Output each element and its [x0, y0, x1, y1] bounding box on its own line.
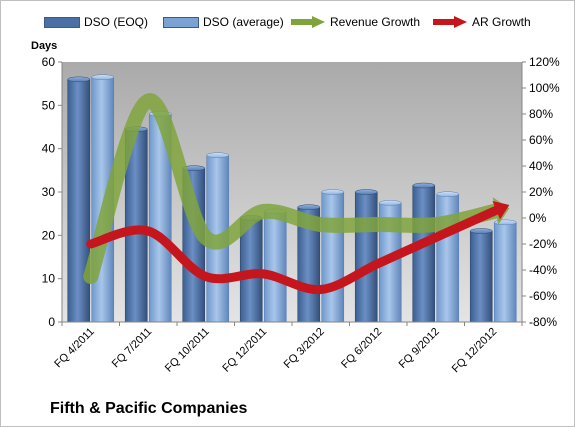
legend-label-dso-average: DSO (average)	[203, 15, 284, 29]
x-tick-label: FQ 3/2012	[282, 326, 327, 371]
legend-label-ar-growth: AR Growth	[472, 15, 531, 29]
y-tick-label: 50	[42, 98, 56, 112]
bar-body	[412, 185, 436, 323]
bar-body	[321, 191, 345, 323]
bar-dso-eoq-5	[354, 189, 378, 323]
x-tick-label: FQ 12/2012	[450, 326, 500, 376]
y-tick-label: 60	[42, 55, 56, 69]
bar-body	[263, 211, 287, 323]
y2-tick-label: 20%	[529, 185, 553, 199]
bar-dso-eoq-0	[67, 76, 91, 323]
bar-top	[470, 228, 493, 234]
bar-dso-average-3	[263, 208, 287, 323]
y-tick-label: 10	[42, 272, 56, 286]
x-tick-label: FQ 7/2011	[110, 326, 155, 371]
x-tick-label: FQ 4/2011	[52, 326, 97, 371]
legend-swatch-dso-average	[163, 16, 199, 28]
y-tick-label: 20	[42, 228, 56, 242]
bar-top	[91, 74, 114, 80]
y2-tick-label: 80%	[529, 107, 553, 121]
x-tick-label: FQ 6/2012	[339, 326, 384, 371]
bar-top	[297, 204, 320, 210]
bar-dso-average-4	[321, 189, 345, 323]
bar-top	[206, 152, 229, 158]
legend-item-dso-eoq: DSO (EOQ)	[44, 12, 148, 32]
y2-tick-label: -40%	[529, 263, 557, 277]
bar-body	[354, 191, 378, 323]
y2-tick-label: 60%	[529, 133, 553, 147]
legend-swatch-dso-eoq	[44, 16, 80, 28]
revenue-growth-curve	[83, 93, 504, 284]
y-axis-title: Days	[31, 40, 58, 52]
legend-item-ar-growth: AR Growth	[432, 12, 531, 32]
bar-dso-eoq-6	[412, 182, 436, 323]
legend-arrow-revenue-growth-icon	[291, 16, 325, 28]
y2-tick-label: 40%	[529, 159, 553, 173]
bar-top	[321, 189, 344, 195]
legend-item-dso-average: DSO (average)	[163, 12, 284, 32]
legend: DSO (EOQ) DSO (average) Revenue Growth A…	[0, 12, 575, 32]
line-ar-growth	[86, 201, 510, 295]
bar-top	[67, 76, 90, 83]
x-tick-label: FQ 12/2011	[220, 326, 269, 375]
legend-arrow-ar-growth-icon	[433, 16, 467, 28]
legend-label-revenue-growth: Revenue Growth	[330, 15, 421, 29]
y2-tick-label: 120%	[529, 55, 560, 69]
bar-top	[436, 191, 459, 197]
y2-tick-label: -80%	[529, 315, 557, 329]
x-tick-label: FQ 9/2012	[397, 326, 442, 371]
bar-body	[493, 222, 517, 323]
bar-top	[379, 200, 402, 206]
company-title: Fifth & Pacific Companies	[50, 400, 248, 417]
bar-dso-average-6	[436, 191, 460, 323]
y2-tick-label: -20%	[529, 237, 557, 251]
bar-dso-eoq-7	[469, 228, 493, 323]
ar-growth-curve	[86, 205, 501, 295]
ar-growth-arrowhead	[492, 201, 510, 220]
x-tick-label: FQ 10/2011	[163, 326, 212, 375]
bar-body	[67, 79, 91, 323]
bar-dso-average-7	[493, 219, 517, 323]
y-tick-label: 0	[48, 315, 55, 329]
y2-tick-label: -60%	[529, 289, 557, 303]
bar-body	[469, 230, 493, 323]
legend-label-dso-eoq: DSO (EOQ)	[84, 15, 149, 29]
y-tick-label: 30	[42, 185, 56, 199]
bar-top	[355, 189, 378, 195]
y-tick-label: 40	[42, 142, 56, 156]
bar-top	[412, 182, 435, 189]
y2-tick-label: 100%	[529, 81, 560, 95]
legend-item-revenue-growth: Revenue Growth	[290, 12, 420, 32]
y2-tick-label: 0%	[529, 211, 547, 225]
